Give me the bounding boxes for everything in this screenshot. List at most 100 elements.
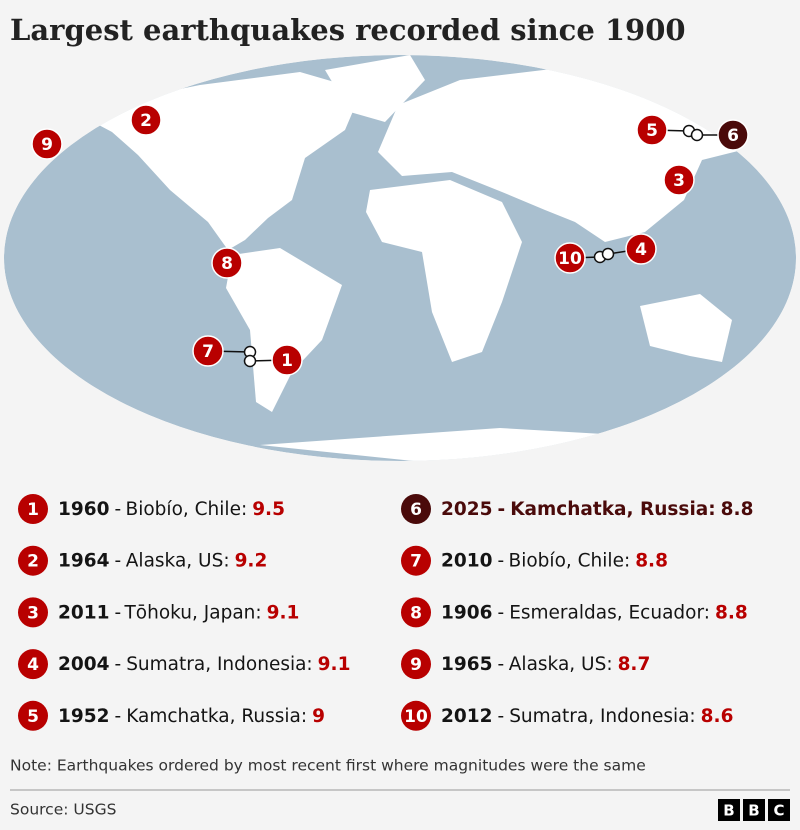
map-marker bbox=[625, 233, 657, 265]
list-number: 1 bbox=[27, 500, 39, 520]
location: Sumatra, Indonesia: bbox=[509, 706, 695, 727]
logo-block bbox=[743, 799, 765, 821]
map-marker-number: 3 bbox=[673, 171, 685, 191]
list-number: 7 bbox=[410, 552, 422, 572]
source: Source: USGS bbox=[10, 801, 116, 819]
logo-letter: B bbox=[748, 802, 759, 820]
list-marker bbox=[18, 494, 48, 524]
year: 2010 bbox=[441, 551, 493, 572]
map-marker-number: 7 bbox=[202, 342, 214, 362]
year: 1964 bbox=[58, 551, 110, 572]
map-marker bbox=[663, 164, 695, 196]
map-marker bbox=[554, 242, 586, 274]
list-entry: 1952- Kamchatka, Russia: 9 bbox=[58, 706, 325, 727]
year: 1906 bbox=[441, 602, 493, 623]
magnitude: 8.8 bbox=[721, 499, 754, 520]
location: Biobío, Chile: bbox=[126, 499, 248, 520]
map-marker bbox=[192, 335, 224, 367]
location: Alaska, US: bbox=[509, 654, 613, 675]
year: 1960 bbox=[58, 499, 110, 520]
list-entry: 2012- Sumatra, Indonesia: 8.6 bbox=[441, 706, 733, 727]
magnitude: 9.5 bbox=[252, 499, 285, 520]
list-number: 4 bbox=[27, 655, 39, 675]
year: 2011 bbox=[58, 602, 110, 623]
year: 1952 bbox=[58, 706, 110, 727]
list-entry: 1960- Biobío, Chile: 9.5 bbox=[58, 499, 285, 520]
australia bbox=[640, 294, 732, 362]
list-number: 6 bbox=[410, 500, 422, 520]
logo-block bbox=[718, 799, 740, 821]
list-marker bbox=[18, 700, 48, 731]
list-entry: 2025- Kamchatka, Russia: 8.8 bbox=[441, 499, 753, 520]
list-marker bbox=[401, 494, 431, 524]
separator: - bbox=[115, 499, 121, 520]
list-number: 10 bbox=[404, 707, 428, 727]
map-marker-number: 9 bbox=[41, 135, 53, 155]
magnitude: 8.6 bbox=[701, 706, 734, 727]
map-marker bbox=[211, 247, 243, 279]
separator: - bbox=[498, 499, 506, 520]
separator: - bbox=[498, 654, 504, 675]
magnitude: 8.8 bbox=[715, 602, 748, 623]
location: Esmeraldas, Ecuador: bbox=[509, 602, 710, 623]
separator: - bbox=[115, 706, 122, 727]
south-america bbox=[226, 248, 342, 412]
location: Kamchatka, Russia: bbox=[126, 706, 307, 727]
list-number: 9 bbox=[410, 655, 422, 675]
list-marker bbox=[18, 649, 48, 680]
logo-block bbox=[768, 799, 790, 821]
list-entry: 2010- Biobío, Chile: 8.8 bbox=[441, 551, 668, 572]
year: 2004 bbox=[58, 654, 110, 675]
list-entry: 2011- Tōhoku, Japan: 9.1 bbox=[58, 602, 299, 623]
location: Biobío, Chile: bbox=[509, 551, 631, 572]
map-marker-number: 4 bbox=[635, 240, 647, 260]
list-number: 3 bbox=[27, 603, 39, 623]
separator: - bbox=[115, 654, 122, 675]
magnitude: 9.1 bbox=[267, 602, 300, 623]
list-marker bbox=[401, 597, 431, 628]
map-marker-number: 2 bbox=[140, 111, 152, 131]
map-marker-number: 6 bbox=[727, 126, 739, 146]
africa bbox=[366, 180, 522, 362]
list-entry: 2004- Sumatra, Indonesia: 9.1 bbox=[58, 654, 350, 675]
separator: - bbox=[115, 551, 121, 572]
separator: - bbox=[115, 602, 121, 623]
year: 2025 bbox=[441, 499, 493, 520]
map-marker bbox=[717, 119, 749, 151]
year: 1965 bbox=[441, 654, 493, 675]
list-marker bbox=[401, 545, 431, 576]
list-entry: 1906- Esmeraldas, Ecuador: 8.8 bbox=[441, 602, 748, 623]
location-dot bbox=[601, 247, 615, 261]
magnitude: 9.1 bbox=[318, 654, 351, 675]
map-marker bbox=[31, 128, 63, 160]
logo-letter: B bbox=[723, 802, 734, 820]
map-marker-number: 1 bbox=[281, 351, 293, 371]
map-marker bbox=[271, 344, 303, 376]
list-marker bbox=[401, 700, 431, 731]
list-marker bbox=[401, 649, 431, 680]
list-marker bbox=[18, 597, 48, 628]
location: Alaska, US: bbox=[126, 551, 230, 572]
separator: - bbox=[498, 602, 505, 623]
title: Largest earthquakes recorded since 1900 bbox=[10, 13, 686, 47]
list-number: 5 bbox=[27, 707, 39, 727]
separator: - bbox=[498, 706, 505, 727]
location-dot bbox=[690, 128, 704, 142]
list-entry: 1964- Alaska, US: 9.2 bbox=[58, 551, 267, 572]
location: Tōhoku, Japan: bbox=[123, 602, 261, 623]
list-number: 8 bbox=[410, 603, 422, 623]
logo-letter: C bbox=[773, 802, 784, 820]
list-entry: 1965- Alaska, US: 8.7 bbox=[441, 654, 650, 675]
map-marker bbox=[130, 104, 162, 136]
separator: - bbox=[498, 551, 504, 572]
map-marker bbox=[636, 114, 668, 146]
world-map bbox=[4, 55, 796, 461]
magnitude: 9 bbox=[312, 706, 325, 727]
list-number: 2 bbox=[27, 552, 39, 572]
magnitude: 8.8 bbox=[635, 551, 668, 572]
note: Note: Earthquakes ordered by most recent… bbox=[10, 757, 646, 775]
year: 2012 bbox=[441, 706, 493, 727]
